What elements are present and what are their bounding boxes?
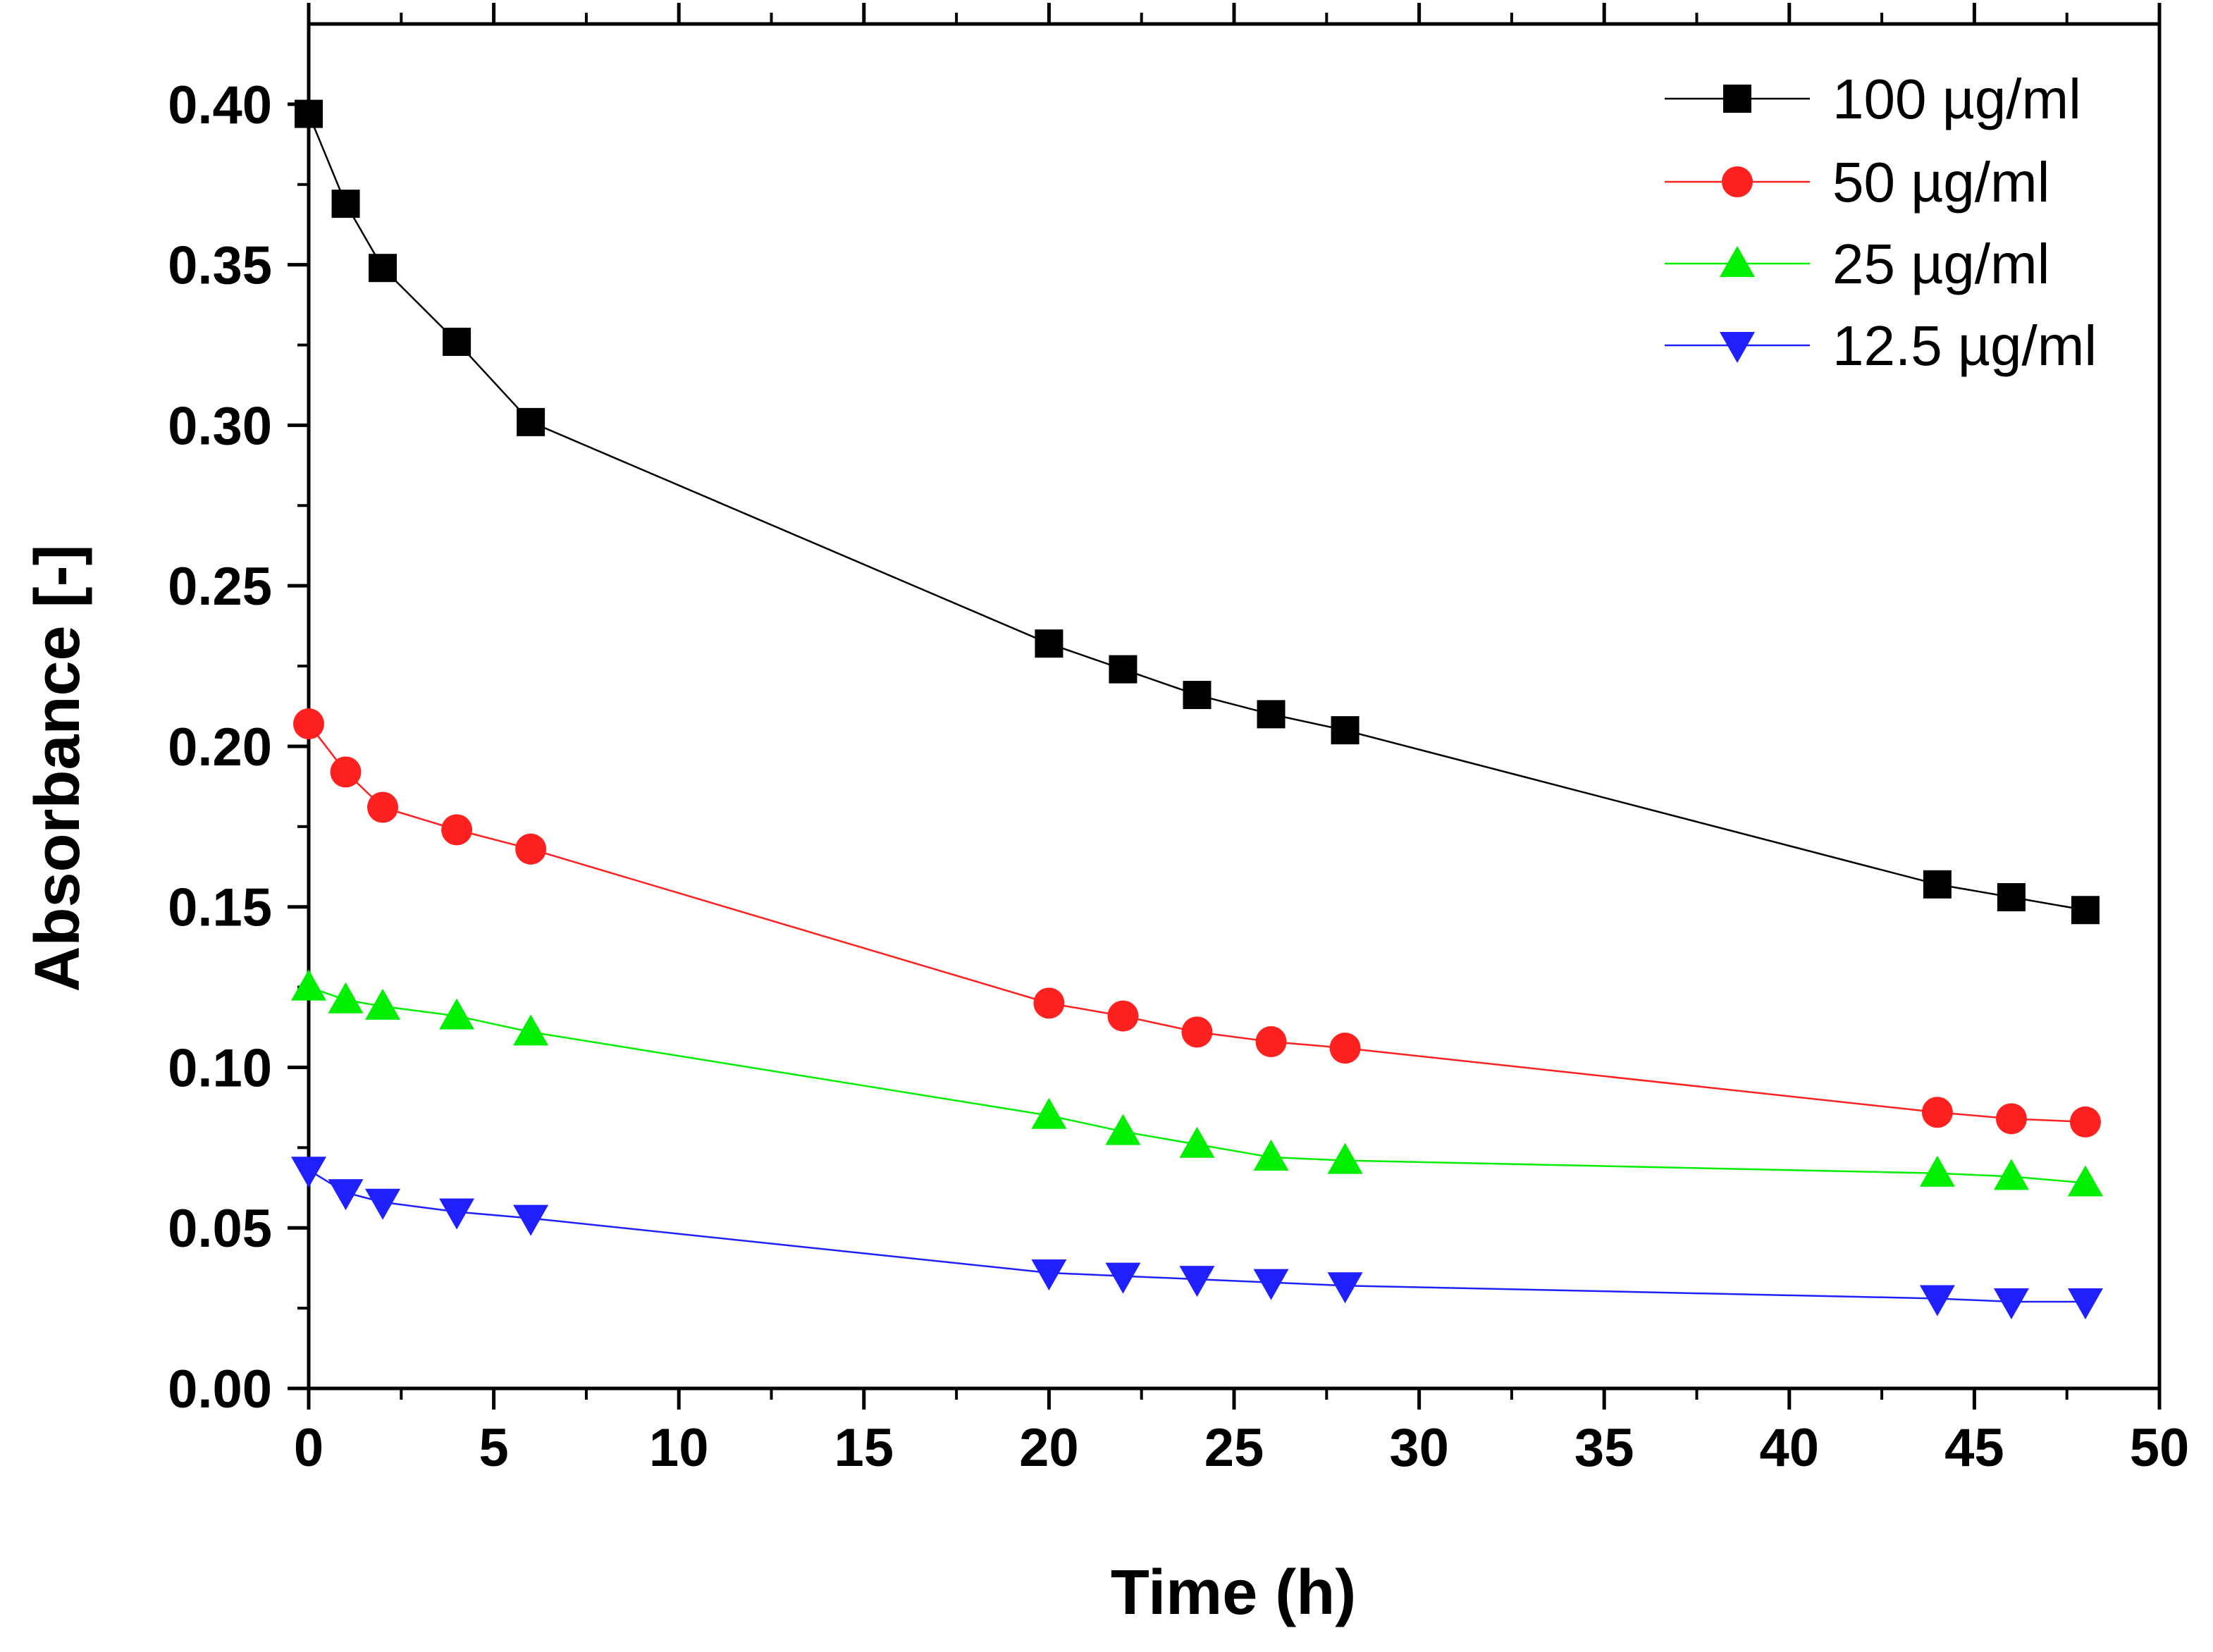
x-tick-label: 25 [1204, 1418, 1264, 1478]
series-markers [291, 99, 2103, 1320]
data-point [1919, 1155, 1955, 1187]
x-tick-label: 45 [1944, 1418, 2004, 1478]
data-point [441, 814, 473, 846]
legend-label: 50 µg/ml [1832, 151, 2049, 214]
y-tick-label: 0.20 [168, 717, 272, 777]
data-point [1329, 1032, 1361, 1064]
data-point [1993, 1288, 2029, 1320]
data-point [369, 254, 397, 283]
data-point [1253, 1140, 1289, 1171]
data-point [1179, 1126, 1215, 1158]
data-point [365, 988, 401, 1020]
data-point [328, 982, 364, 1013]
data-point [291, 969, 326, 1001]
x-tick-label: 40 [1760, 1418, 1820, 1478]
data-point [367, 791, 399, 823]
y-tick-label: 0.05 [168, 1199, 272, 1259]
x-tick-label: 0 [294, 1418, 323, 1478]
data-point [2067, 1165, 2103, 1197]
data-point [1033, 987, 1065, 1019]
legend-marker [1720, 332, 1755, 363]
data-point [2069, 1106, 2101, 1138]
data-point [293, 708, 324, 740]
data-point [1109, 655, 1138, 684]
data-point [330, 756, 362, 788]
data-point [1031, 1259, 1067, 1291]
data-point [328, 1179, 364, 1211]
y-tick-label: 0.35 [168, 236, 272, 296]
data-point [1031, 1097, 1067, 1129]
data-point [331, 190, 360, 218]
x-tick-label: 10 [649, 1418, 709, 1478]
y-axis: 0.00 0.05 0.10 0.15 0.20 0.25 0.30 0.35 0.40 [168, 75, 309, 1419]
legend-label: 100 µg/ml [1832, 68, 2081, 130]
data-point [515, 833, 547, 865]
legend-marker [1720, 246, 1755, 277]
data-point [1997, 883, 2026, 912]
x-axis-title: Time (h) [1111, 1558, 1356, 1628]
data-point [291, 1157, 326, 1188]
data-point [1327, 1142, 1363, 1174]
data-point [513, 1014, 549, 1046]
x-axis: 0 5 10 15 20 25 30 35 40 45 50 [294, 3, 2189, 1478]
data-point [517, 407, 545, 436]
data-point [1179, 1266, 1215, 1297]
y-tick-label: 0.40 [168, 75, 272, 135]
data-point [1105, 1114, 1141, 1145]
x-tick-label: 5 [479, 1418, 508, 1478]
data-point [2071, 896, 2100, 925]
data-point [443, 327, 471, 356]
data-point [1257, 700, 1286, 729]
data-point [1327, 1272, 1363, 1304]
data-point [513, 1204, 549, 1236]
data-point [439, 998, 475, 1030]
data-point [1921, 1097, 1953, 1128]
data-point [1995, 1103, 2027, 1135]
x-tick-label: 35 [1574, 1418, 1634, 1478]
x-tick-label: 50 [2130, 1418, 2190, 1478]
data-point [1183, 681, 1212, 710]
legend-marker [1723, 85, 1751, 113]
data-point [1105, 1262, 1141, 1294]
data-point [1107, 1000, 1139, 1032]
y-tick-label: 0.10 [168, 1038, 272, 1098]
x-tick-label: 30 [1389, 1418, 1449, 1478]
data-point [1923, 870, 1952, 899]
data-point [439, 1198, 475, 1230]
data-point [295, 99, 323, 128]
data-point [1181, 1016, 1213, 1048]
data-point [1253, 1269, 1289, 1300]
series-line-0 [307, 113, 2086, 911]
legend-marker [1722, 166, 1753, 197]
legend-label: 12.5 µg/ml [1832, 314, 2097, 377]
plot-frame [307, 22, 2162, 1391]
y-tick-label: 0.25 [168, 557, 272, 617]
x-tick-label: 15 [834, 1418, 894, 1478]
data-point [1255, 1026, 1287, 1058]
data-point [365, 1188, 401, 1220]
data-point [2067, 1288, 2103, 1320]
x-tick-label: 20 [1019, 1418, 1079, 1478]
data-point [1035, 629, 1064, 658]
data-point [1993, 1159, 2029, 1190]
series-line-1 [308, 723, 2086, 1123]
y-tick-label: 0.15 [168, 878, 272, 938]
data-point [1331, 716, 1360, 745]
legend: 100 µg/ml 50 µg/ml 25 µg/ml 12.5 µg/ml [1665, 68, 2097, 377]
data-point [1919, 1285, 1955, 1317]
y-tick-label: 0.00 [168, 1360, 272, 1419]
legend-label: 25 µg/ml [1832, 233, 2049, 295]
y-tick-label: 0.30 [168, 396, 272, 456]
y-axis-title: Absorbance [-] [23, 544, 93, 992]
